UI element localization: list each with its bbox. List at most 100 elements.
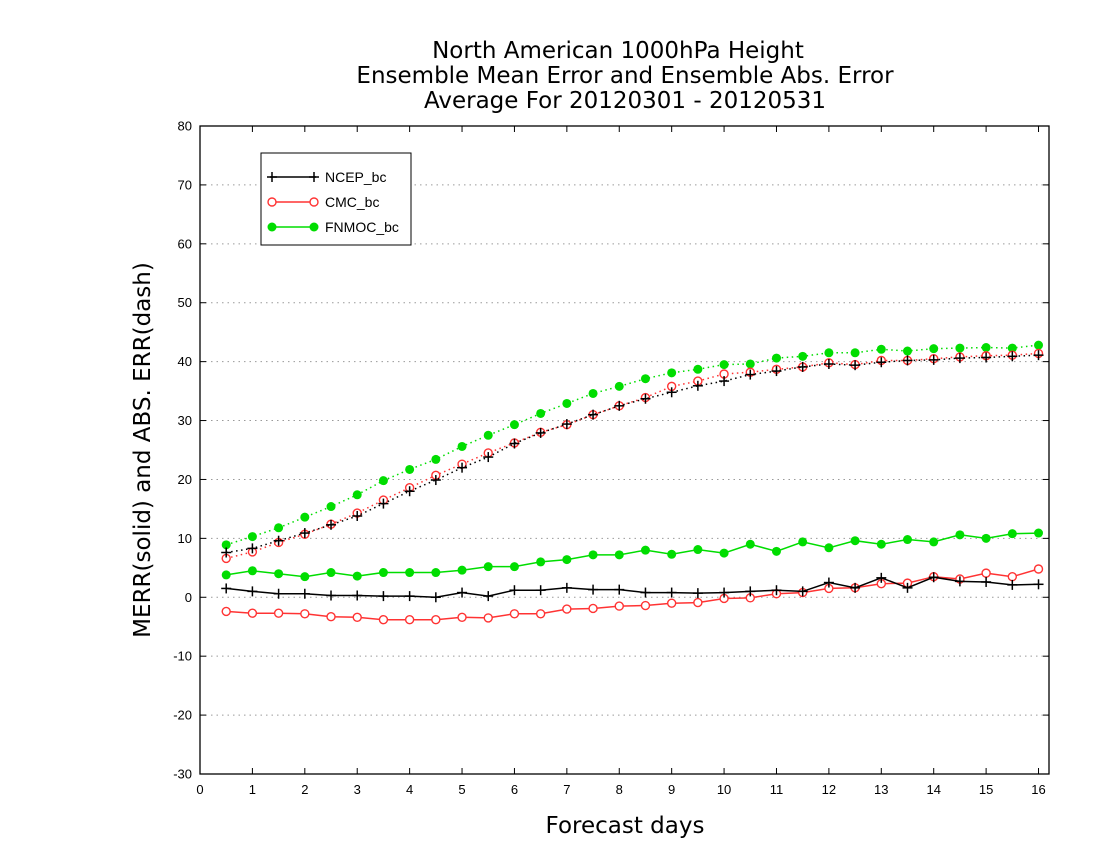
mean-error-point-cmc-bc bbox=[588, 603, 598, 614]
legend-item-fnmoc-bc: FNMOC_bc bbox=[267, 219, 399, 235]
abs-error-point-fnmoc-bc bbox=[431, 454, 441, 464]
mean-error-point-ncep-bc bbox=[876, 572, 887, 583]
mean-error-point-cmc-bc bbox=[378, 614, 389, 625]
mean-error-point-ncep-bc bbox=[509, 585, 520, 596]
mean-error-point-fnmoc-bc bbox=[929, 537, 939, 547]
mean-error-point-ncep-bc bbox=[823, 577, 834, 588]
y-tick-label: 10 bbox=[178, 531, 192, 546]
y-tick-label: -30 bbox=[173, 767, 192, 782]
mean-error-point-ncep-bc bbox=[457, 587, 468, 598]
abs-error-point-fnmoc-bc bbox=[693, 364, 703, 374]
mean-error-point-ncep-bc bbox=[352, 590, 363, 601]
abs-error-point-ncep-bc bbox=[430, 475, 441, 486]
abs-error-point-ncep-bc bbox=[588, 409, 599, 420]
abs-error-point-ncep-bc bbox=[247, 543, 258, 554]
mean-error-point-ncep-bc bbox=[902, 582, 913, 593]
abs-error-point-ncep-bc bbox=[797, 361, 808, 372]
mean-error-point-cmc-bc bbox=[1007, 571, 1018, 582]
abs-error-point-ncep-bc bbox=[483, 452, 494, 463]
x-tick-label: 10 bbox=[717, 782, 731, 797]
abs-error-point-ncep-bc bbox=[823, 358, 834, 369]
mean-error-point-ncep-bc bbox=[247, 586, 258, 597]
mean-error-point-ncep-bc bbox=[614, 584, 625, 595]
abs-error-line-ncep-bc bbox=[226, 354, 1039, 554]
abs-error-point-fnmoc-bc bbox=[981, 342, 991, 352]
mean-error-point-cmc-bc bbox=[981, 568, 991, 578]
x-tick-label: 0 bbox=[196, 782, 203, 797]
mean-error-point-fnmoc-bc bbox=[405, 568, 415, 578]
mean-error-point-cmc-bc bbox=[352, 612, 362, 623]
chart-title-line-2: Ensemble Mean Error and Ensemble Abs. Er… bbox=[356, 63, 894, 89]
mean-error-point-ncep-bc bbox=[535, 585, 546, 596]
abs-error-point-ncep-bc bbox=[299, 528, 310, 539]
legend-marker-cmc-bc-left bbox=[267, 197, 277, 207]
y-axis-title: MERR(solid) and ABS. ERR(dash) bbox=[130, 262, 156, 638]
y-tick-label: 20 bbox=[178, 472, 192, 487]
mean-error-point-fnmoc-bc bbox=[798, 537, 808, 547]
mean-error-point-cmc-bc bbox=[483, 613, 493, 623]
legend: NCEP_bc CMC_bc FNMOC_bc bbox=[260, 152, 412, 246]
abs-error-point-ncep-bc bbox=[457, 462, 468, 473]
mean-error-point-fnmoc-bc bbox=[640, 545, 650, 555]
abs-error-point-ncep-bc bbox=[273, 535, 284, 546]
legend-marker-ncep-bc-left bbox=[267, 172, 277, 182]
mean-error-point-fnmoc-bc bbox=[824, 543, 834, 553]
mean-error-point-cmc-bc bbox=[535, 609, 546, 619]
x-tick-label: 14 bbox=[926, 782, 940, 797]
mean-error-point-fnmoc-bc bbox=[667, 549, 677, 559]
chart-title: North American 1000hPa Height Ensemble M… bbox=[356, 38, 894, 114]
mean-error-point-cmc-bc bbox=[562, 604, 572, 614]
abs-error-point-fnmoc-bc bbox=[562, 398, 572, 408]
abs-error-point-fnmoc-bc bbox=[824, 348, 834, 358]
mean-error-point-fnmoc-bc bbox=[981, 533, 991, 543]
mean-error-point-ncep-bc bbox=[771, 585, 782, 596]
mean-error-point-cmc-bc bbox=[273, 608, 284, 618]
mean-error-point-fnmoc-bc bbox=[771, 546, 781, 556]
abs-error-point-ncep-bc bbox=[509, 438, 520, 449]
x-tick-label: 4 bbox=[406, 782, 413, 797]
mean-error-point-ncep-bc bbox=[404, 591, 415, 602]
abs-error-point-fnmoc-bc bbox=[300, 512, 310, 522]
mean-error-point-fnmoc-bc bbox=[850, 536, 860, 546]
mean-error-point-cmc-bc bbox=[300, 609, 310, 619]
x-tick-label: 3 bbox=[354, 782, 361, 797]
series-ncep-bc bbox=[221, 350, 1044, 603]
mean-error-point-ncep-bc bbox=[299, 588, 310, 599]
abs-error-line-cmc-bc bbox=[226, 352, 1039, 560]
mean-error-point-cmc-bc bbox=[614, 601, 624, 611]
mean-error-point-cmc-bc bbox=[509, 609, 520, 619]
mean-error-point-cmc-bc bbox=[326, 612, 336, 622]
abs-error-point-fnmoc-bc bbox=[588, 388, 598, 398]
abs-error-point-fnmoc-bc bbox=[509, 420, 519, 430]
abs-error-point-ncep-bc bbox=[745, 369, 756, 380]
mean-error-point-fnmoc-bc bbox=[693, 545, 703, 555]
mean-error-line-cmc-bc bbox=[226, 568, 1039, 621]
abs-error-point-fnmoc-bc bbox=[457, 441, 467, 451]
x-tick-label: 13 bbox=[874, 782, 888, 797]
abs-error-point-fnmoc-bc bbox=[719, 360, 729, 370]
abs-error-point-ncep-bc bbox=[928, 354, 939, 365]
mean-error-point-ncep-bc bbox=[745, 586, 756, 597]
legend-marker-cmc-bc-right bbox=[309, 197, 319, 207]
abs-error-point-fnmoc-bc bbox=[640, 374, 650, 384]
abs-error-point-ncep-bc bbox=[719, 376, 730, 387]
abs-error-point-ncep-bc bbox=[1007, 351, 1018, 362]
abs-error-point-ncep-bc bbox=[614, 400, 625, 411]
abs-error-point-ncep-bc bbox=[1033, 350, 1044, 361]
x-axis-title: Forecast days bbox=[546, 813, 705, 839]
grid bbox=[200, 184, 1049, 716]
abs-error-point-ncep-bc bbox=[352, 510, 363, 521]
abs-error-point-ncep-bc bbox=[876, 357, 887, 368]
abs-error-point-fnmoc-bc bbox=[876, 344, 886, 354]
abs-error-point-ncep-bc bbox=[404, 486, 415, 497]
mean-error-point-fnmoc-bc bbox=[876, 539, 886, 549]
y-tick-label: 50 bbox=[178, 295, 192, 310]
abs-error-point-fnmoc-bc bbox=[955, 343, 965, 353]
mean-error-point-cmc-bc bbox=[1033, 564, 1044, 574]
abs-error-point-ncep-bc bbox=[535, 427, 546, 438]
x-tick-label: 7 bbox=[563, 782, 570, 797]
y-tick-label: 70 bbox=[178, 177, 192, 192]
legend-marker-fnmoc-bc-left bbox=[267, 222, 277, 232]
mean-error-point-fnmoc-bc bbox=[378, 568, 388, 578]
